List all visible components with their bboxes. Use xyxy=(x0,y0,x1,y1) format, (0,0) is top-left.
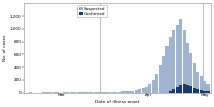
X-axis label: Date of illness onset: Date of illness onset xyxy=(95,100,140,104)
Bar xyxy=(97,92,100,93)
Bar xyxy=(118,92,121,93)
Bar xyxy=(196,72,199,93)
Bar xyxy=(176,25,179,93)
Bar xyxy=(203,91,206,93)
Bar xyxy=(70,92,73,93)
Bar xyxy=(49,92,52,93)
Bar xyxy=(186,43,189,93)
Bar xyxy=(159,65,162,93)
Bar xyxy=(179,85,182,93)
Bar xyxy=(162,56,165,93)
Bar xyxy=(73,92,76,93)
Bar xyxy=(172,89,175,93)
Bar xyxy=(148,84,152,93)
Bar xyxy=(207,91,210,93)
Bar xyxy=(107,92,110,93)
Bar xyxy=(77,92,80,93)
Bar xyxy=(193,63,196,93)
Bar xyxy=(183,30,186,93)
Bar xyxy=(42,92,46,93)
Bar xyxy=(87,92,90,93)
Bar xyxy=(114,92,117,93)
Bar xyxy=(121,91,124,93)
Y-axis label: No. of cases: No. of cases xyxy=(3,35,7,61)
Bar xyxy=(128,91,131,93)
Bar xyxy=(131,91,134,93)
Bar xyxy=(104,92,107,93)
Bar xyxy=(135,90,138,93)
Bar xyxy=(152,80,155,93)
Bar xyxy=(155,74,158,93)
Bar xyxy=(203,81,206,93)
Bar xyxy=(179,19,182,93)
Bar xyxy=(189,86,192,93)
Bar xyxy=(200,76,203,93)
Bar xyxy=(172,30,175,93)
Bar xyxy=(83,92,86,93)
Bar xyxy=(193,88,196,93)
Bar xyxy=(176,87,179,93)
Bar xyxy=(46,92,49,93)
Legend: Suspected, Confirmed: Suspected, Confirmed xyxy=(77,5,107,17)
Bar xyxy=(111,92,114,93)
Bar xyxy=(125,91,128,93)
Bar xyxy=(56,92,59,93)
Bar xyxy=(145,87,148,93)
Bar xyxy=(66,92,70,93)
Bar xyxy=(101,92,104,93)
Bar xyxy=(169,37,172,93)
Bar xyxy=(189,53,192,93)
Bar xyxy=(141,88,145,93)
Bar xyxy=(53,92,56,93)
Bar xyxy=(196,89,199,93)
Bar xyxy=(207,83,210,93)
Bar xyxy=(29,92,32,93)
Bar xyxy=(165,46,168,93)
Bar xyxy=(183,84,186,93)
Bar xyxy=(138,89,141,93)
Bar xyxy=(80,92,83,93)
Bar xyxy=(63,92,66,93)
Bar xyxy=(186,85,189,93)
Bar xyxy=(169,91,172,93)
Bar xyxy=(90,92,93,93)
Bar xyxy=(94,92,97,93)
Bar xyxy=(200,90,203,93)
